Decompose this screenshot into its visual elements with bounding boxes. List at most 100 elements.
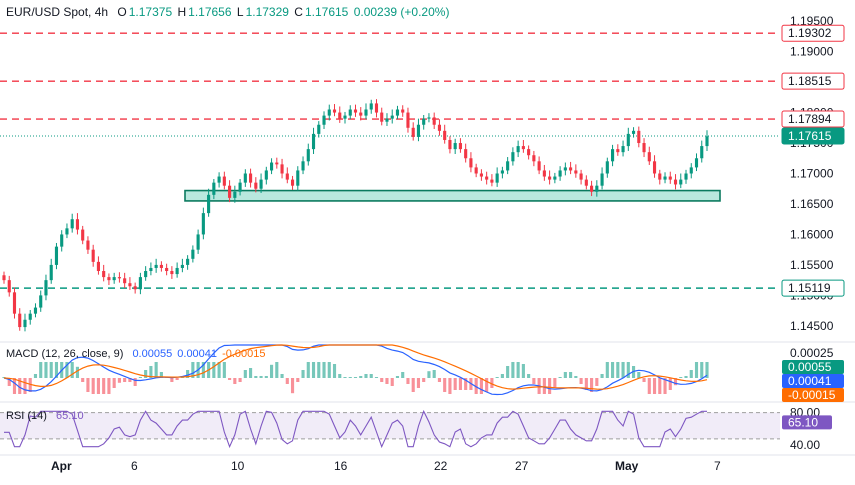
chart-header: EUR/USD Spot, 4h O 1.17375 H 1.17656 L 1.17… xyxy=(6,5,451,19)
macd-histogram-bar xyxy=(395,376,400,378)
candle xyxy=(306,149,310,162)
macd-histogram-bar xyxy=(385,378,389,384)
macd-y-tick: 0.00025 xyxy=(790,346,834,360)
macd-histogram-bar xyxy=(569,372,573,378)
price-label-box xyxy=(781,279,845,297)
macd-histogram-bar xyxy=(322,362,326,378)
macd-histogram-bar xyxy=(527,374,531,378)
macd-histogram-bar xyxy=(212,362,216,378)
candle xyxy=(149,267,153,272)
candle xyxy=(485,176,489,180)
macd-histogram-bar xyxy=(416,378,421,388)
y-tick-label: 1.19500 xyxy=(790,14,834,28)
macd-value-box xyxy=(782,360,844,374)
candle xyxy=(275,162,279,165)
macd-histogram-bar xyxy=(359,376,363,378)
candle xyxy=(254,182,258,189)
x-tick-label: 27 xyxy=(515,459,529,473)
macd-histogram-bar xyxy=(96,378,100,394)
candle xyxy=(469,158,473,168)
candle xyxy=(416,124,421,137)
candle xyxy=(212,182,216,195)
macd-histogram-bar xyxy=(264,376,268,378)
candle xyxy=(437,124,442,131)
candle xyxy=(217,176,221,183)
candle xyxy=(443,130,447,140)
candle xyxy=(390,115,394,119)
candle xyxy=(474,167,478,174)
macd-histogram-bar xyxy=(679,377,683,378)
macd-histogram-bar xyxy=(91,378,95,394)
macd-histogram-bar xyxy=(553,378,557,388)
candle xyxy=(180,264,184,268)
candle xyxy=(700,146,704,159)
macd-histogram-bar xyxy=(128,378,132,382)
candle xyxy=(269,162,274,171)
candle xyxy=(673,179,678,185)
rsi-band xyxy=(0,412,780,439)
macd-histogram-bar xyxy=(348,377,352,378)
macd-histogram-bar xyxy=(7,378,11,386)
rsi-value-box xyxy=(782,415,832,430)
candle xyxy=(290,179,295,186)
macd-histogram-bar xyxy=(511,362,515,378)
candle xyxy=(401,109,405,113)
rsi-line xyxy=(4,409,707,449)
candle xyxy=(138,277,142,290)
candle xyxy=(495,173,499,183)
candle xyxy=(537,161,541,171)
macd-histogram-bar xyxy=(453,378,457,390)
candle xyxy=(2,275,6,281)
open-value: 1.17375 xyxy=(128,5,173,19)
x-tick-label: 10 xyxy=(231,459,245,473)
macd-value-box xyxy=(782,374,844,388)
candle xyxy=(39,295,43,308)
macd-histogram-bar xyxy=(249,368,253,378)
macd-histogram-bar xyxy=(343,377,347,378)
candle xyxy=(652,161,657,174)
candle xyxy=(75,219,80,230)
macd-histogram-bar xyxy=(311,362,316,378)
candle xyxy=(186,258,190,265)
candle xyxy=(521,146,525,150)
macd-histogram-bar xyxy=(39,362,43,378)
rsi-value: 65.10 xyxy=(56,410,84,422)
macd-histogram-bar xyxy=(327,362,331,378)
candle xyxy=(54,246,59,265)
candle xyxy=(579,173,583,180)
rsi-value-label: 65.10 xyxy=(788,415,818,429)
macd-histogram-bar xyxy=(296,378,300,382)
candle xyxy=(621,146,625,153)
macd-histogram-bar xyxy=(705,362,709,378)
macd-histogram-bar xyxy=(238,378,242,382)
macd-histogram-bar xyxy=(390,378,394,386)
low-label: L xyxy=(236,5,244,19)
x-tick-label: 6 xyxy=(131,459,138,473)
rsi-y-tick-40: 40.00 xyxy=(790,438,820,452)
candle xyxy=(626,133,630,147)
candle xyxy=(317,124,321,134)
candle xyxy=(81,229,85,241)
macd-histogram-bar xyxy=(590,378,594,392)
macd-histogram-bar xyxy=(689,370,693,378)
macd-title: MACD (12, 26, close, 9) xyxy=(6,348,124,360)
candle xyxy=(611,149,615,162)
macd-histogram-bar xyxy=(448,378,452,394)
candle xyxy=(65,228,69,235)
candle xyxy=(563,167,567,171)
candle xyxy=(280,164,284,174)
candle xyxy=(133,286,137,290)
candle xyxy=(249,173,253,183)
candle xyxy=(301,161,305,171)
y-tick-label: 1.16500 xyxy=(790,197,834,211)
macd-histogram-bar xyxy=(49,362,53,378)
y-tick-label: 1.17000 xyxy=(790,167,834,181)
macd-histogram-bar xyxy=(102,378,106,394)
candle xyxy=(7,280,11,293)
candle xyxy=(144,271,148,278)
macd-histogram-bar xyxy=(175,378,179,380)
macd-histogram-bar xyxy=(374,377,379,378)
macd-histogram-bar xyxy=(290,378,295,394)
